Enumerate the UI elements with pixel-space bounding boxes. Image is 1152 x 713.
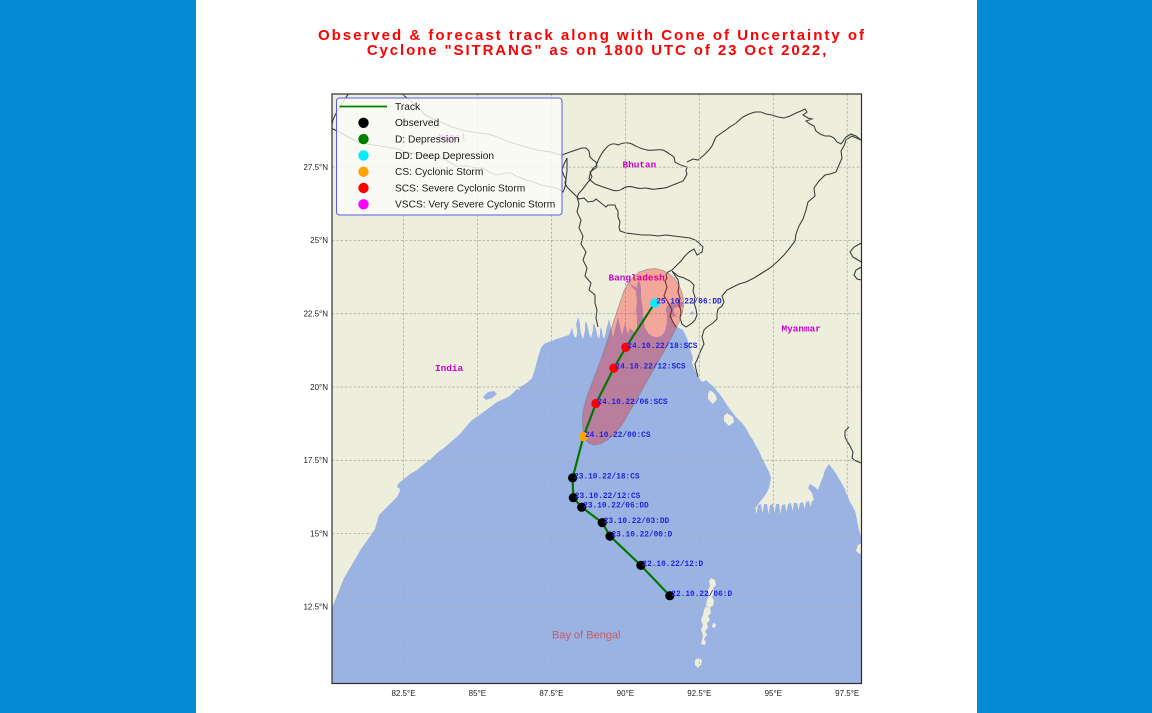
svg-text:DD: Deep Depression: DD: Deep Depression (395, 151, 494, 162)
svg-text:Bhutan: Bhutan (623, 160, 657, 171)
svg-text:25°N: 25°N (310, 236, 328, 245)
svg-text:17.5°N: 17.5°N (303, 456, 328, 465)
svg-text:Myanmar: Myanmar (782, 324, 821, 335)
svg-text:India: India (435, 363, 464, 374)
svg-text:25.10.22/06:DD: 25.10.22/06:DD (656, 299, 722, 307)
svg-text:24.10.22/18:SCS: 24.10.22/18:SCS (627, 343, 698, 351)
svg-text:87.5°E: 87.5°E (539, 689, 563, 698)
svg-text:27.5°N: 27.5°N (303, 163, 328, 172)
svg-text:Track: Track (395, 102, 421, 113)
svg-text:97.5°E: 97.5°E (835, 689, 859, 698)
svg-text:23.10.22/12:CS: 23.10.22/12:CS (575, 493, 641, 501)
svg-text:23.10.22/03:DD: 23.10.22/03:DD (604, 518, 670, 526)
svg-text:D: Depression: D: Depression (395, 135, 460, 146)
svg-text:82.5°E: 82.5°E (391, 689, 415, 698)
svg-text:22.10.22/06:D: 22.10.22/06:D (671, 591, 732, 599)
svg-text:85°E: 85°E (469, 689, 486, 698)
svg-text:CS: Cyclonic Storm: CS: Cyclonic Storm (395, 167, 483, 178)
svg-text:24.10.22/00:CS: 24.10.22/00:CS (585, 432, 651, 440)
svg-text:24.10.22/06:SCS: 24.10.22/06:SCS (597, 399, 668, 407)
svg-text:24.10.22/12:SCS: 24.10.22/12:SCS (615, 364, 686, 372)
svg-text:Bay of Bengal: Bay of Bengal (552, 630, 621, 642)
svg-text:VSCS: Very Severe Cyclonic Sto: VSCS: Very Severe Cyclonic Storm (395, 200, 555, 211)
svg-text:23.10.22/18:CS: 23.10.22/18:CS (574, 473, 640, 481)
svg-text:12.5°N: 12.5°N (303, 603, 328, 612)
svg-text:Bangladesh: Bangladesh (609, 273, 666, 284)
svg-text:23.10.22/06:DD: 23.10.22/06:DD (583, 503, 649, 511)
svg-text:92.5°E: 92.5°E (687, 689, 711, 698)
svg-text:22.10.22/12:D: 22.10.22/12:D (642, 561, 703, 569)
svg-text:22.5°N: 22.5°N (303, 310, 328, 319)
svg-text:15°N: 15°N (310, 529, 328, 538)
svg-text:23.10.22/00:D: 23.10.22/00:D (612, 532, 673, 540)
svg-text:SCS: Severe Cyclonic Storm: SCS: Severe Cyclonic Storm (395, 183, 525, 194)
svg-text:20°N: 20°N (310, 383, 328, 392)
svg-text:90°E: 90°E (617, 689, 634, 698)
svg-text:95°E: 95°E (765, 689, 782, 698)
svg-text:Observed: Observed (395, 118, 440, 129)
